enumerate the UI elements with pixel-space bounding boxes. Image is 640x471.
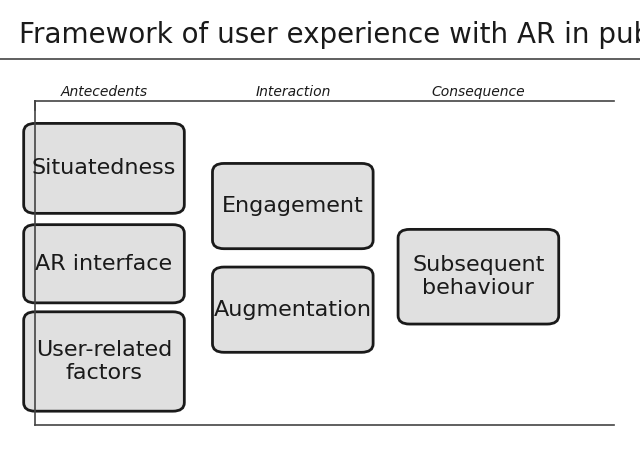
Text: Framework of user experience with AR in public: Framework of user experience with AR in … (19, 21, 640, 49)
FancyBboxPatch shape (24, 312, 184, 411)
Text: Situatedness: Situatedness (32, 158, 176, 179)
FancyBboxPatch shape (212, 267, 373, 352)
Text: Antecedents: Antecedents (61, 85, 148, 99)
Text: Consequence: Consequence (432, 85, 525, 99)
FancyBboxPatch shape (24, 225, 184, 303)
FancyBboxPatch shape (24, 123, 184, 213)
Text: Subsequent
behaviour: Subsequent behaviour (412, 255, 545, 298)
FancyBboxPatch shape (398, 229, 559, 324)
Text: AR interface: AR interface (35, 254, 173, 274)
FancyBboxPatch shape (212, 163, 373, 249)
Text: Augmentation: Augmentation (214, 300, 372, 320)
Text: User-related
factors: User-related factors (36, 340, 172, 383)
Text: Interaction: Interaction (255, 85, 331, 99)
Text: Engagement: Engagement (222, 196, 364, 216)
